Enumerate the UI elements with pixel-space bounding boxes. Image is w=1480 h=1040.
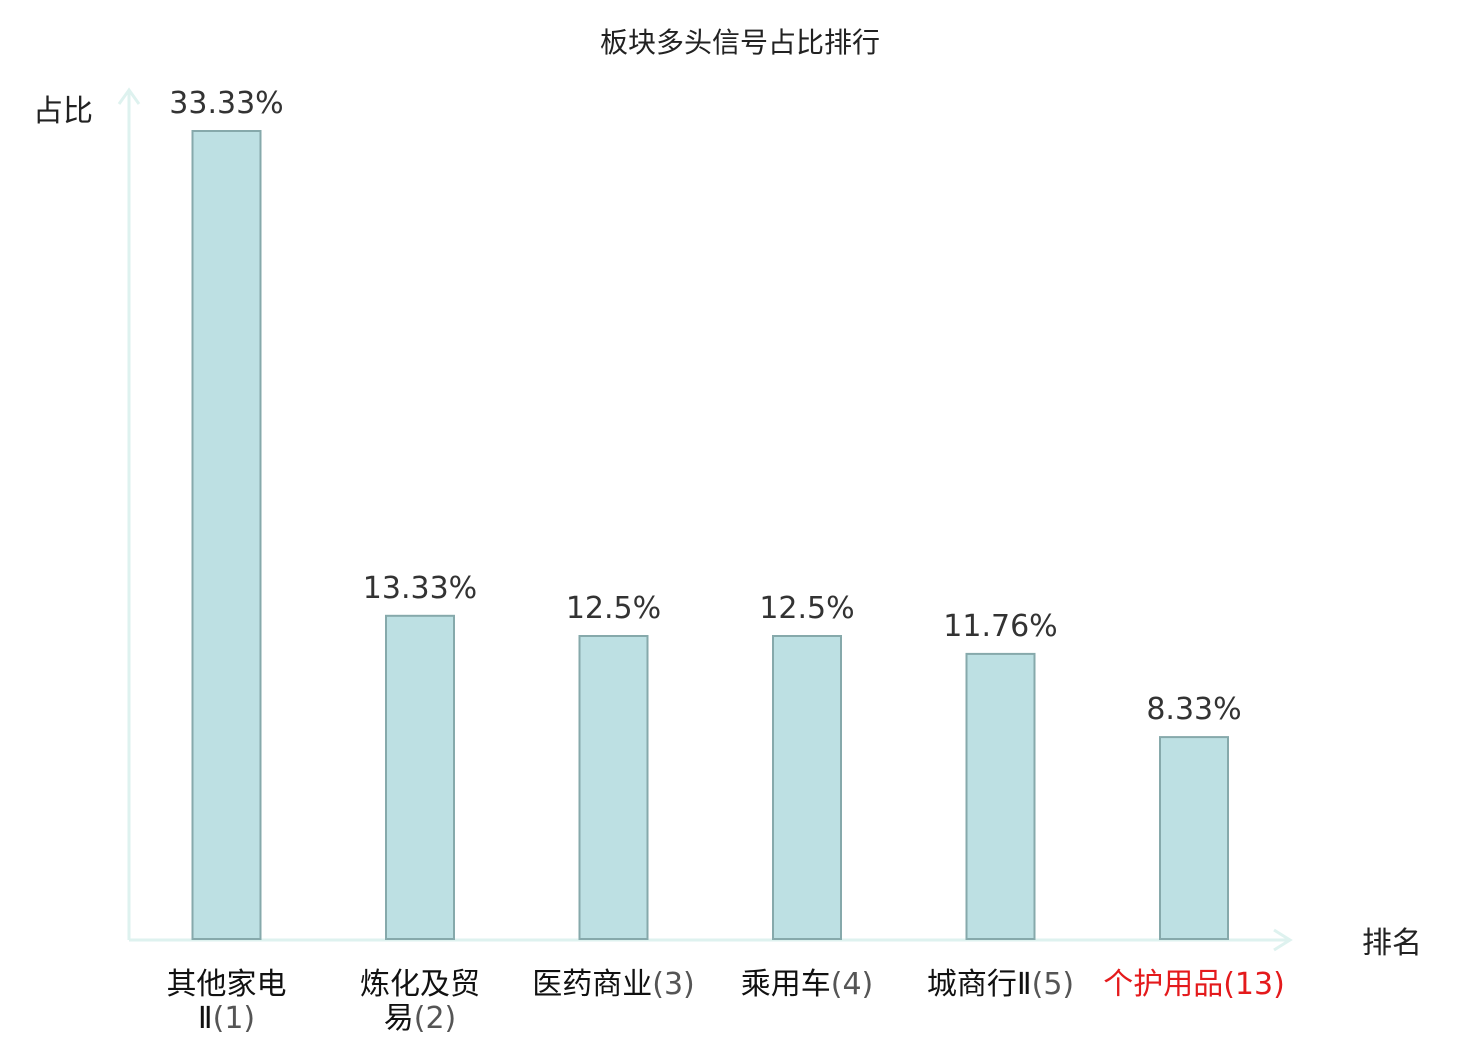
x-tick-label-rank: (13) (1223, 967, 1285, 1002)
x-tick-label-name: 城商行Ⅱ (927, 967, 1032, 1002)
bar (385, 614, 455, 940)
category-label: 个护用品(13) (1103, 967, 1285, 1002)
x-tick-label: 其他家电 (167, 967, 287, 1002)
x-tick-label-rank: (1) (213, 1001, 256, 1036)
bar-value-label: 12.5% (566, 591, 661, 626)
bar (772, 635, 842, 940)
x-tick-label-rank: (2) (414, 1001, 457, 1036)
x-tick-label: 医药商业(3) (532, 967, 695, 1002)
x-tick-label: 炼化及贸 (360, 967, 480, 1002)
x-axis-label: 排名 (1362, 926, 1422, 961)
bar-value-label: 33.33% (169, 86, 283, 121)
axes (117, 87, 1293, 952)
bar (191, 130, 262, 940)
x-axis-arrow (1273, 928, 1293, 952)
x-tick-label: Ⅱ(1) (198, 1001, 255, 1036)
bar-value-label: 8.33% (1146, 692, 1241, 727)
x-tick-label-name: Ⅱ (198, 1001, 213, 1036)
bar (1159, 736, 1229, 940)
bar-value-label: 13.33% (363, 571, 477, 606)
category-label: 城商行Ⅱ(5) (927, 967, 1074, 1002)
bar-value-label: 11.76% (943, 609, 1057, 644)
y-axis-label: 占比 (33, 94, 93, 129)
bar-value-label: 12.5% (759, 591, 854, 626)
bar (965, 652, 1036, 941)
x-tick-label: 城商行Ⅱ(5) (927, 967, 1074, 1002)
x-tick-label-name: 其他家电 (167, 967, 287, 1002)
x-tick-label: 乘用车(4) (741, 967, 874, 1002)
x-tick-label-name: 易 (384, 1001, 414, 1036)
x-tick-label-name: 炼化及贸 (360, 967, 480, 1002)
bars-group (191, 130, 1229, 941)
x-tick-label-name: 医药商业 (532, 967, 652, 1002)
category-label: 医药商业(3) (532, 967, 695, 1002)
x-tick-label-rank: (4) (831, 967, 874, 1002)
chart-title: 板块多头信号占比排行 (600, 26, 880, 59)
category-label: 乘用车(4) (741, 967, 874, 1002)
y-axis-arrow (117, 87, 141, 105)
x-tick-label: 易(2) (384, 1001, 457, 1036)
x-tick-label-rank: (3) (652, 967, 695, 1002)
x-tick-label-rank: (5) (1032, 967, 1075, 1002)
value-labels-group: 33.33% 13.33% 12.5% 12.5% 11.76% 8.33% (169, 86, 1241, 727)
x-tick-label-name: 乘用车 (741, 967, 831, 1002)
x-tick-label-name: 个护用品 (1103, 967, 1223, 1002)
bar (578, 635, 649, 940)
x-tick-label: 个护用品(13) (1103, 967, 1285, 1002)
